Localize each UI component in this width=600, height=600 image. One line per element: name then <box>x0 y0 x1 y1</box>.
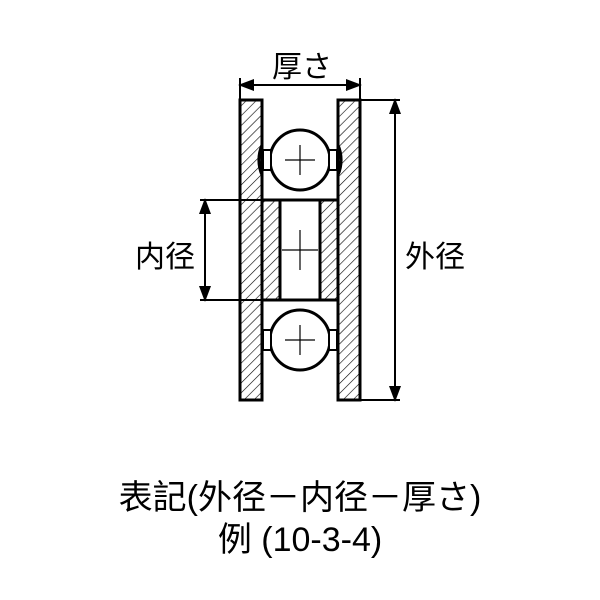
bearing-diagram: 厚さ 内径 外径 表記(外径－内径－厚さ) 例 (10-3-4) <box>0 0 600 600</box>
label-outer-diameter: 外径 <box>405 232 465 276</box>
label-inner-diameter: 内径 <box>135 232 195 276</box>
label-thickness: 厚さ <box>272 42 332 86</box>
caption-line2: 例 (10-3-4) <box>0 512 600 561</box>
